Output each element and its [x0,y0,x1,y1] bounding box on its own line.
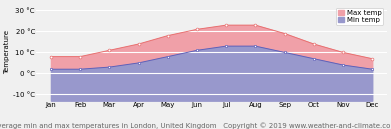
Text: Average min and max temperatures in London, United Kingdom   Copyright © 2019 ww: Average min and max temperatures in Lond… [0,122,391,129]
Legend: Max temp, Min temp: Max temp, Min temp [336,8,383,25]
Y-axis label: Temperature: Temperature [4,30,10,74]
